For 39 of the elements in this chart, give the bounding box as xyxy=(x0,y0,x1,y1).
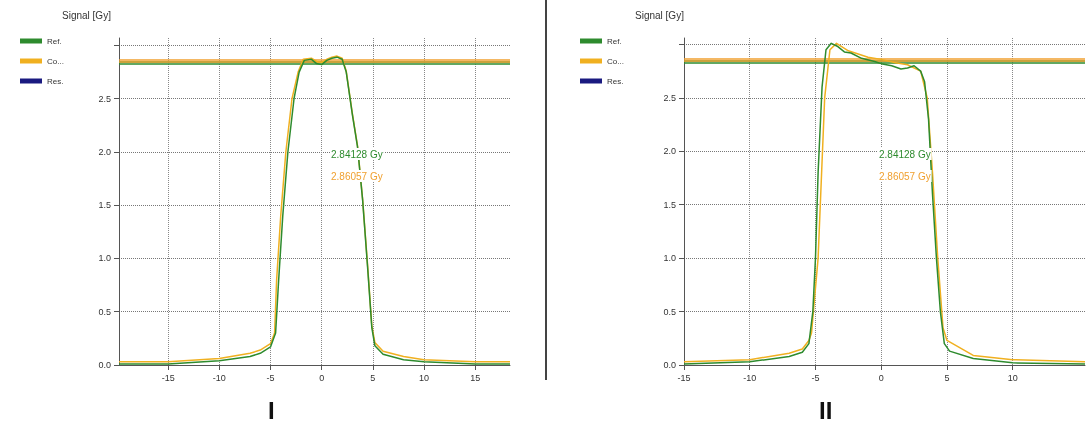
y-tick-label: 0.0 xyxy=(98,360,111,370)
legend-label: Ref. xyxy=(47,36,62,46)
y-tick-label: 0.5 xyxy=(98,306,111,317)
text: I xyxy=(268,396,275,424)
y-tick-label: 1.0 xyxy=(98,253,111,264)
x-tick-label: -10 xyxy=(743,372,757,383)
y-tick-label: 0.5 xyxy=(663,306,676,317)
legend-label: Res. xyxy=(607,76,624,86)
y-tick-label: 1.5 xyxy=(98,200,111,211)
y-tick-label: 2.5 xyxy=(663,92,676,103)
x-tick-label: -15 xyxy=(161,372,175,383)
x-tick-label: 0 xyxy=(319,372,325,383)
ref-line-label: 2.84128 Gy xyxy=(879,148,931,160)
y-axis-title: Signal [Gy] xyxy=(635,9,685,21)
text: II xyxy=(819,396,833,424)
y-tick-label: 1.0 xyxy=(663,253,676,264)
legend-label: Ref. xyxy=(607,36,622,46)
y-tick-label: 2.0 xyxy=(663,146,676,157)
legend-label: Res. xyxy=(47,76,64,86)
x-tick-label: 5 xyxy=(370,372,376,383)
y-tick-label: 1.5 xyxy=(663,199,676,210)
x-tick-label: 5 xyxy=(944,372,950,383)
ref-line-label: 2.84128 Gy xyxy=(331,148,383,160)
legend-label: Co... xyxy=(47,56,64,66)
y-tick-label: 2.0 xyxy=(98,146,111,157)
y-tick-label: 0.0 xyxy=(663,360,676,370)
y-axis-title: Signal [Gy] xyxy=(62,9,112,21)
x-tick-label: 0 xyxy=(878,372,884,383)
x-tick-label: -5 xyxy=(266,372,275,383)
x-tick-label: 10 xyxy=(419,372,430,383)
x-tick-label: 15 xyxy=(470,372,481,383)
ref-line-label: 2.86057 Gy xyxy=(331,170,383,182)
x-tick-label: 10 xyxy=(1007,372,1018,383)
x-tick-label: -5 xyxy=(811,372,820,383)
legend-label: Co... xyxy=(607,56,624,66)
x-tick-label: -15 xyxy=(677,372,691,383)
y-tick-label: 2.5 xyxy=(98,93,111,104)
ref-line-label: 2.86057 Gy xyxy=(879,170,931,182)
x-tick-label: -10 xyxy=(212,372,226,383)
